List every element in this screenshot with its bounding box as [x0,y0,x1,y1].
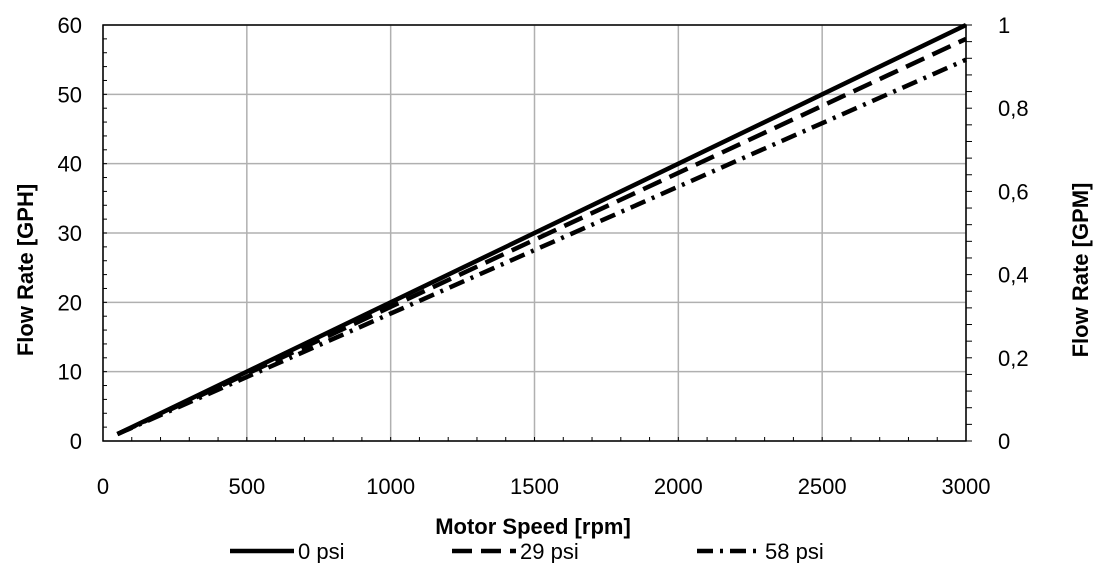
y2-tick-label: 0,2 [998,346,1029,371]
series-lines [116,22,967,437]
y-tick-label: 60 [58,13,82,38]
legend-label: 0 psi [298,539,344,563]
y-tick-label: 30 [58,221,82,246]
legend: 0 psi 29 psi 58 psi [230,539,824,563]
y-tick-label: 50 [58,82,82,107]
minor-ticks [102,24,972,442]
y2-tick-label: 0 [998,429,1010,454]
y2-tick-label: 1 [998,13,1010,38]
y2-tick-labels: 0 0,2 0,4 0,6 0,8 1 [998,13,1029,454]
y2-axis-title: Flow Rate [GPM] [1068,183,1093,358]
y-tick-label: 20 [58,290,82,315]
legend-label: 29 psi [520,539,579,563]
y2-tick-label: 0,4 [998,263,1029,288]
x-tick-label: 2000 [654,474,703,499]
y-tick-label: 0 [70,429,82,454]
y-tick-label: 40 [58,152,82,177]
y-tick-labels: 0 10 20 30 40 50 60 [58,13,82,454]
legend-label: 58 psi [765,539,824,563]
series-line-29-psi [116,36,967,437]
y-tick-label: 10 [58,360,82,385]
y2-tick-label: 0,8 [998,96,1029,121]
y2-tick-label: 0,6 [998,179,1029,204]
x-tick-labels: 0 500 1000 1500 2000 2500 3000 [97,474,991,499]
x-tick-label: 1500 [510,474,559,499]
x-tick-label: 500 [228,474,265,499]
x-tick-label: 3000 [942,474,991,499]
x-tick-label: 2500 [798,474,847,499]
x-axis-title: Motor Speed [rpm] [435,514,631,539]
series-line-0-psi [116,22,967,437]
x-tick-label: 1000 [366,474,415,499]
y-axis-title: Flow Rate [GPH] [13,184,38,356]
series-line-58-psi [116,57,967,437]
x-tick-label: 0 [97,474,109,499]
